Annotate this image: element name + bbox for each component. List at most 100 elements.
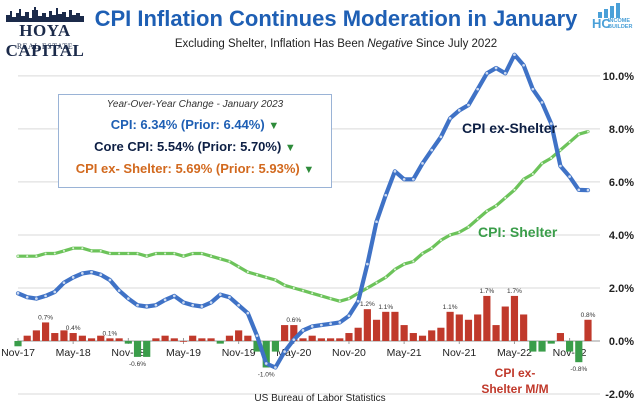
- mm-bar: [271, 340, 280, 352]
- mm-bar: [87, 338, 96, 341]
- brand-sub: REAL ESTATE: [16, 42, 74, 51]
- mm-bar: [372, 319, 381, 341]
- hoya-capital-logo: HOYA CAPITAL REAL ESTATE: [4, 6, 86, 60]
- mm-bar: [556, 333, 565, 341]
- ex-shelter-line-point: [108, 278, 112, 282]
- subtitle-pre: Excluding Shelter, Inflation Has Been: [174, 38, 368, 50]
- legend-cpi: CPI: 6.34% (Prior: 6.44%) ▼: [59, 117, 331, 132]
- mm-bar: [363, 309, 371, 341]
- ex-shelter-line-point: [439, 135, 443, 139]
- shelter-line-point: [99, 249, 102, 252]
- income-builder-logo: HC INCOME BUILDER: [590, 2, 636, 46]
- shelter-line-point: [550, 157, 553, 160]
- x-tick-label: Nov-17: [1, 347, 35, 359]
- ex-shelter-line-point: [411, 177, 415, 181]
- annotation-mm-line2: Shelter M/M: [481, 382, 549, 396]
- shelter-line-point: [513, 188, 516, 191]
- ex-shelter-line-point: [16, 291, 20, 295]
- ex-shelter-line-point: [71, 276, 75, 279]
- mm-bar: [179, 340, 188, 342]
- ex-shelter-line-point: [301, 329, 305, 332]
- shelter-line-point: [210, 255, 213, 258]
- mm-bar: [308, 335, 316, 341]
- mm-bar: [317, 338, 325, 341]
- shelter-line-point: [237, 265, 240, 268]
- ex-shelter-line-point: [53, 290, 57, 294]
- ex-shelter-line-point: [283, 350, 286, 353]
- shelter-line-point: [118, 252, 121, 255]
- shelter-line-point: [154, 252, 157, 255]
- chart-title: CPI Inflation Continues Moderation in Ja…: [94, 6, 578, 31]
- ex-shelter-line-point: [310, 325, 314, 328]
- subtitle-post: Since July 2022: [412, 38, 498, 50]
- bar-data-label: 0.6%: [286, 317, 301, 324]
- subtitle-emphasis: Negative: [367, 38, 413, 50]
- mm-bar: [161, 335, 169, 341]
- bar-data-label: 1.7%: [507, 288, 522, 295]
- ex-shelter-line-point: [117, 289, 121, 292]
- down-arrow-icon: ▼: [268, 120, 280, 132]
- ex-shelter-line-point: [513, 53, 516, 57]
- mm-bar: [446, 311, 454, 341]
- ex-shelter-line-point: [586, 188, 590, 192]
- mm-bar: [14, 340, 22, 347]
- mm-bar: [51, 333, 59, 341]
- mm-bar: [455, 314, 463, 341]
- mm-bar: [566, 340, 574, 352]
- shelter-line-point: [541, 162, 544, 165]
- legend-core-cpi: Core CPI: 5.54% (Prior: 5.70%) ▼: [59, 139, 331, 154]
- ex-shelter-line-point: [503, 71, 507, 75]
- logo-builder-text: INCOME BUILDER: [608, 18, 632, 30]
- mm-bar: [244, 335, 252, 341]
- skyline-icon: [6, 7, 84, 22]
- y-tick-label: 4.0%: [609, 230, 634, 242]
- shelter-line-point: [495, 204, 498, 207]
- down-arrow-icon: ▼: [284, 142, 296, 154]
- mm-bar: [418, 335, 427, 341]
- mm-bar: [106, 338, 114, 341]
- ex-shelter-line-point: [228, 295, 231, 299]
- mm-bar: [216, 340, 224, 344]
- ex-shelter-line-point: [81, 272, 84, 275]
- legend-ex-shelter: CPI ex- Shelter: 5.69% (Prior: 5.93%) ▼: [59, 161, 331, 176]
- down-arrow-icon: ▼: [303, 164, 315, 176]
- mm-bar: [382, 311, 390, 341]
- shelter-line-point: [182, 255, 185, 258]
- shelter-line-point: [504, 196, 507, 199]
- mm-bar: [60, 330, 68, 341]
- ex-shelter-line-point: [200, 305, 204, 308]
- shelter-line-point: [200, 252, 203, 255]
- mm-bar: [133, 340, 142, 357]
- ex-shelter-line-point: [356, 299, 360, 303]
- mm-bar: [23, 335, 31, 341]
- shelter-line-point: [586, 130, 590, 133]
- shelter-line-point: [476, 218, 479, 221]
- ex-shelter-line-point: [35, 297, 38, 300]
- mm-bar: [547, 340, 555, 344]
- shelter-line-point: [265, 276, 268, 279]
- bar-data-label: 0.4%: [66, 325, 81, 332]
- shelter-line-point: [292, 286, 295, 289]
- mm-bar: [538, 340, 546, 352]
- shelter-line-point: [403, 263, 406, 266]
- ex-shelter-line-point: [347, 314, 351, 318]
- ex-shelter-line-point: [172, 294, 176, 298]
- mm-bar: [345, 333, 353, 341]
- logo-hc-text: HC: [592, 16, 611, 31]
- ex-shelter-line-point: [402, 177, 406, 181]
- mm-bar: [464, 319, 473, 341]
- mm-bar: [529, 340, 537, 352]
- legend-box: Year-Over-Year Change - January 2023 CPI…: [58, 94, 332, 188]
- mm-bar: [510, 295, 519, 341]
- x-tick-label: May-21: [387, 347, 422, 359]
- ex-shelter-line-point: [531, 87, 535, 91]
- mm-bar: [143, 340, 151, 357]
- ex-shelter-line-point: [136, 303, 139, 307]
- ex-shelter-line-point: [237, 303, 240, 307]
- y-tick-label: 8.0%: [609, 124, 634, 136]
- shelter-line-point: [393, 268, 396, 271]
- shelter-line-point: [53, 252, 56, 255]
- shelter-line-point: [439, 239, 442, 242]
- mm-bar: [225, 335, 234, 341]
